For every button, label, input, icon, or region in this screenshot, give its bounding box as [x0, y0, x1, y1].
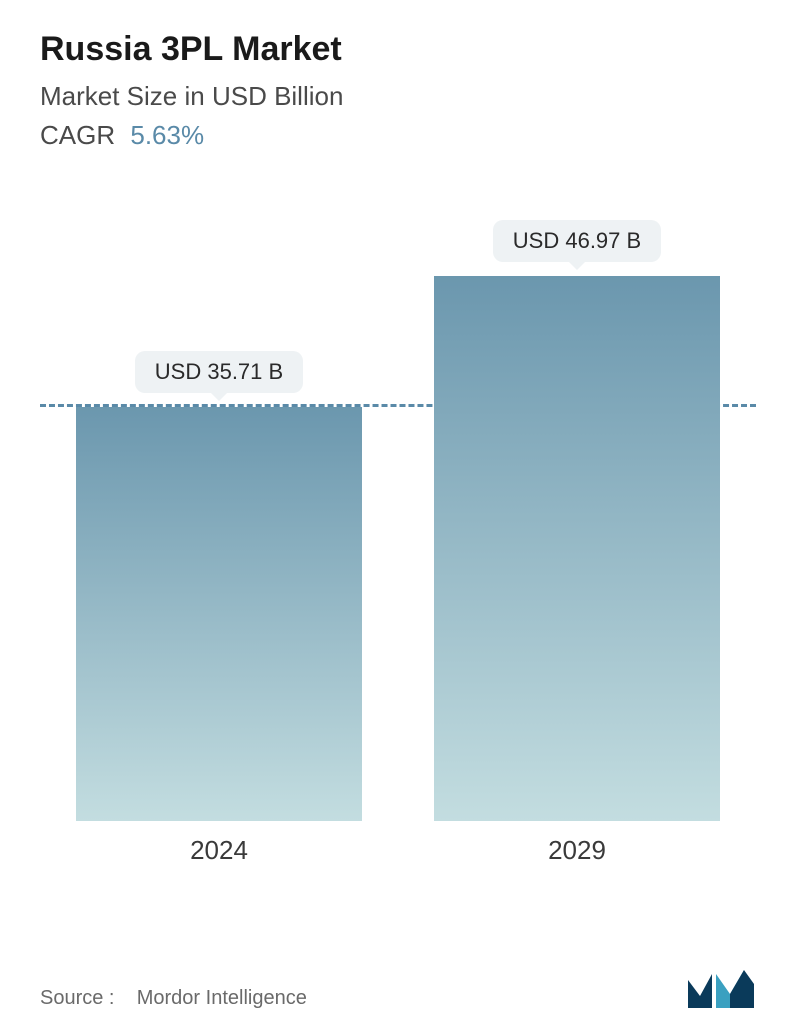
x-label-0: 2024 — [76, 835, 362, 866]
source-label: Source : — [40, 987, 114, 1009]
chart-area: USD 35.71 B USD 46.97 B 2024 2029 — [40, 181, 756, 881]
bar-0 — [76, 407, 362, 821]
bar-1 — [434, 276, 720, 821]
source-text: Source : Mordor Intelligence — [40, 987, 307, 1010]
footer: Source : Mordor Intelligence — [40, 966, 756, 1010]
bars-container: USD 35.71 B USD 46.97 B — [40, 181, 756, 821]
value-pill-0: USD 35.71 B — [135, 351, 303, 393]
x-axis: 2024 2029 — [40, 821, 756, 881]
x-label-1: 2029 — [434, 835, 720, 866]
chart-title: Russia 3PL Market — [40, 30, 756, 69]
bar-column-0: USD 35.71 B — [76, 351, 362, 821]
mordor-logo-icon — [686, 966, 756, 1010]
source-name: Mordor Intelligence — [137, 987, 307, 1009]
cagr-label: CAGR — [40, 120, 115, 150]
value-pill-1: USD 46.97 B — [493, 220, 661, 262]
cagr-value: 5.63% — [130, 120, 204, 150]
cagr-row: CAGR 5.63% — [40, 120, 756, 151]
bar-column-1: USD 46.97 B — [434, 220, 720, 821]
chart-subtitle: Market Size in USD Billion — [40, 81, 756, 112]
